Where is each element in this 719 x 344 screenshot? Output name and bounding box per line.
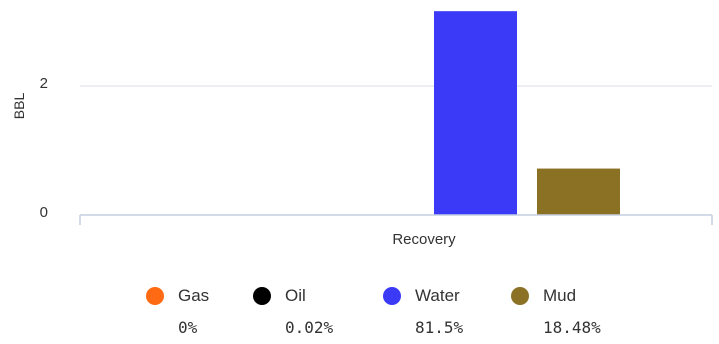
bar-mud[interactable]	[537, 169, 620, 215]
legend-label-water: Water	[415, 286, 460, 306]
x-axis	[80, 215, 712, 225]
y-axis-title: BBL	[11, 93, 27, 120]
y-tick-2: 2	[40, 75, 48, 92]
legend-marker-oil	[253, 287, 271, 305]
bar-chart: 0 2 BBL Recovery	[0, 0, 719, 280]
legend-marker-mud	[511, 287, 529, 305]
legend-label-gas: Gas	[178, 286, 209, 306]
legend-percent-mud: 18.48%	[543, 318, 601, 337]
legend-label-oil: Oil	[285, 286, 306, 306]
legend-percent-gas: 0%	[178, 318, 197, 337]
y-tick-0: 0	[40, 204, 48, 221]
legend-marker-gas	[146, 287, 164, 305]
x-category-label: Recovery	[392, 231, 456, 248]
legend-label-mud: Mud	[543, 286, 576, 306]
legend: Gas 0% Oil 0.02% Water 81.5% Mud 18.48%	[0, 284, 719, 344]
legend-marker-water	[383, 287, 401, 305]
legend-percent-water: 81.5%	[415, 318, 463, 337]
bars	[331, 11, 620, 215]
bar-water[interactable]	[434, 11, 517, 215]
legend-percent-oil: 0.02%	[285, 318, 333, 337]
